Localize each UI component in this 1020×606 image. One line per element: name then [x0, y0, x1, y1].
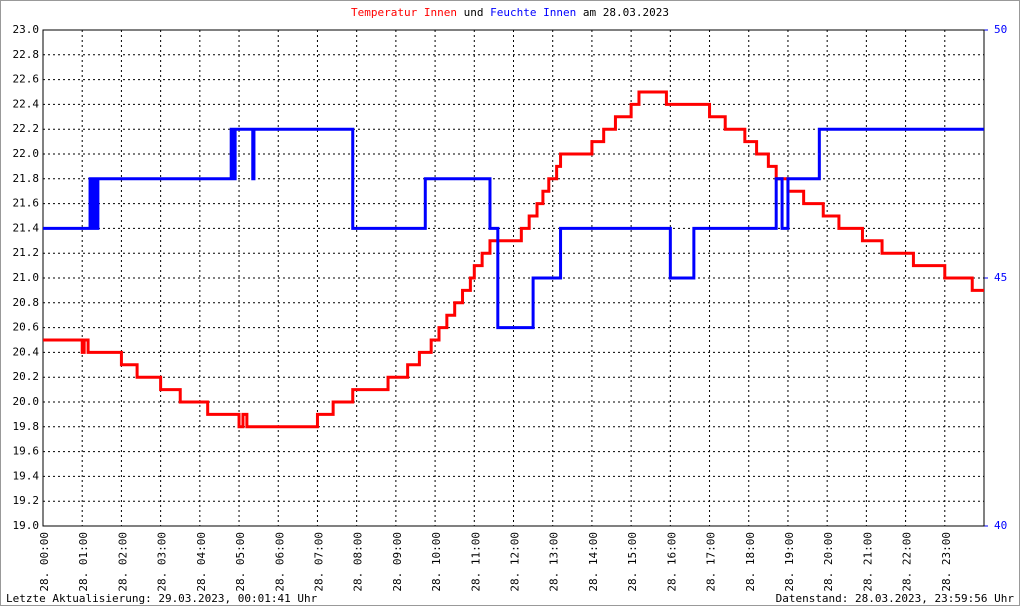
footer-left: Letzte Aktualisierung: 29.03.2023, 00:01…	[6, 592, 318, 605]
x-tick-label: 28. 09:00	[391, 532, 404, 592]
x-tick-label: 28. 21:00	[861, 532, 874, 592]
x-tick-label: 28. 05:00	[234, 532, 247, 592]
x-tick-label: 28. 18:00	[744, 532, 757, 592]
y-tick-label: 23.0	[13, 23, 40, 36]
y-tick-label: 19.2	[13, 494, 40, 507]
y-tick-label: 20.6	[13, 321, 40, 334]
y-tick-label: 20.2	[13, 370, 40, 383]
x-tick-label: 28. 00:00	[38, 532, 51, 592]
x-tick-label: 28. 03:00	[156, 532, 169, 592]
y-tick-label: 22.8	[13, 48, 40, 61]
y-tick-label: 20.0	[13, 395, 40, 408]
y-tick-label: 19.8	[13, 420, 40, 433]
y-tick-label: 19.6	[13, 445, 40, 458]
y-tick-label: 22.2	[13, 122, 40, 135]
x-tick-label: 28. 12:00	[509, 532, 522, 592]
y-tick-label: 21.0	[13, 271, 40, 284]
y-tick-label: 20.4	[13, 345, 40, 358]
series-line	[43, 127, 984, 330]
y-tick-label: 20.8	[13, 296, 40, 309]
chart-title: Temperatur Innen und Feuchte Innen am 28…	[351, 6, 669, 19]
x-tick-label: 28. 23:00	[940, 532, 953, 592]
title-series-1: Temperatur Innen	[351, 6, 457, 19]
x-tick-label: 28. 15:00	[626, 532, 639, 592]
x-tick-label: 28. 17:00	[705, 532, 718, 592]
y-tick-label: 19.0	[13, 519, 40, 532]
x-tick-label: 28. 10:00	[430, 532, 443, 592]
x-tick-label: 28. 19:00	[783, 532, 796, 592]
x-tick-label: 28. 11:00	[469, 532, 482, 592]
x-tick-label: 28. 06:00	[273, 532, 286, 592]
y-tick-label: 21.8	[13, 172, 40, 185]
x-tick-label: 28. 04:00	[195, 532, 208, 592]
x-tick-label: 28. 22:00	[901, 532, 914, 592]
series-line	[43, 90, 984, 429]
y-tick-label: 19.4	[13, 469, 40, 482]
x-tick-label: 28. 16:00	[665, 532, 678, 592]
plot-border	[42, 29, 985, 527]
y2-tick-label: 40	[994, 519, 1007, 532]
y-tick-label: 22.6	[13, 73, 40, 86]
y2-tick-label: 50	[994, 23, 1007, 36]
footer-right: Datenstand: 28.03.2023, 23:59:56 Uhr	[776, 592, 1015, 605]
x-tick-label: 28. 13:00	[548, 532, 561, 592]
y-tick-label: 22.0	[13, 147, 40, 160]
x-tick-label: 28. 01:00	[77, 532, 90, 592]
x-tick-label: 28. 08:00	[352, 532, 365, 592]
y-tick-label: 21.4	[13, 221, 40, 234]
title-join: und	[464, 6, 484, 19]
y2-tick-label: 45	[994, 271, 1007, 284]
y-tick-label: 21.2	[13, 246, 40, 259]
x-tick-label: 28. 20:00	[822, 532, 835, 592]
y-tick-label: 21.6	[13, 197, 40, 210]
title-series-2: Feuchte Innen	[490, 6, 576, 19]
x-tick-label: 28. 07:00	[312, 532, 325, 592]
title-date: am 28.03.2023	[583, 6, 669, 19]
x-tick-label: 28. 14:00	[587, 532, 600, 592]
y-tick-label: 22.4	[13, 97, 40, 110]
x-tick-label: 28. 02:00	[116, 532, 129, 592]
